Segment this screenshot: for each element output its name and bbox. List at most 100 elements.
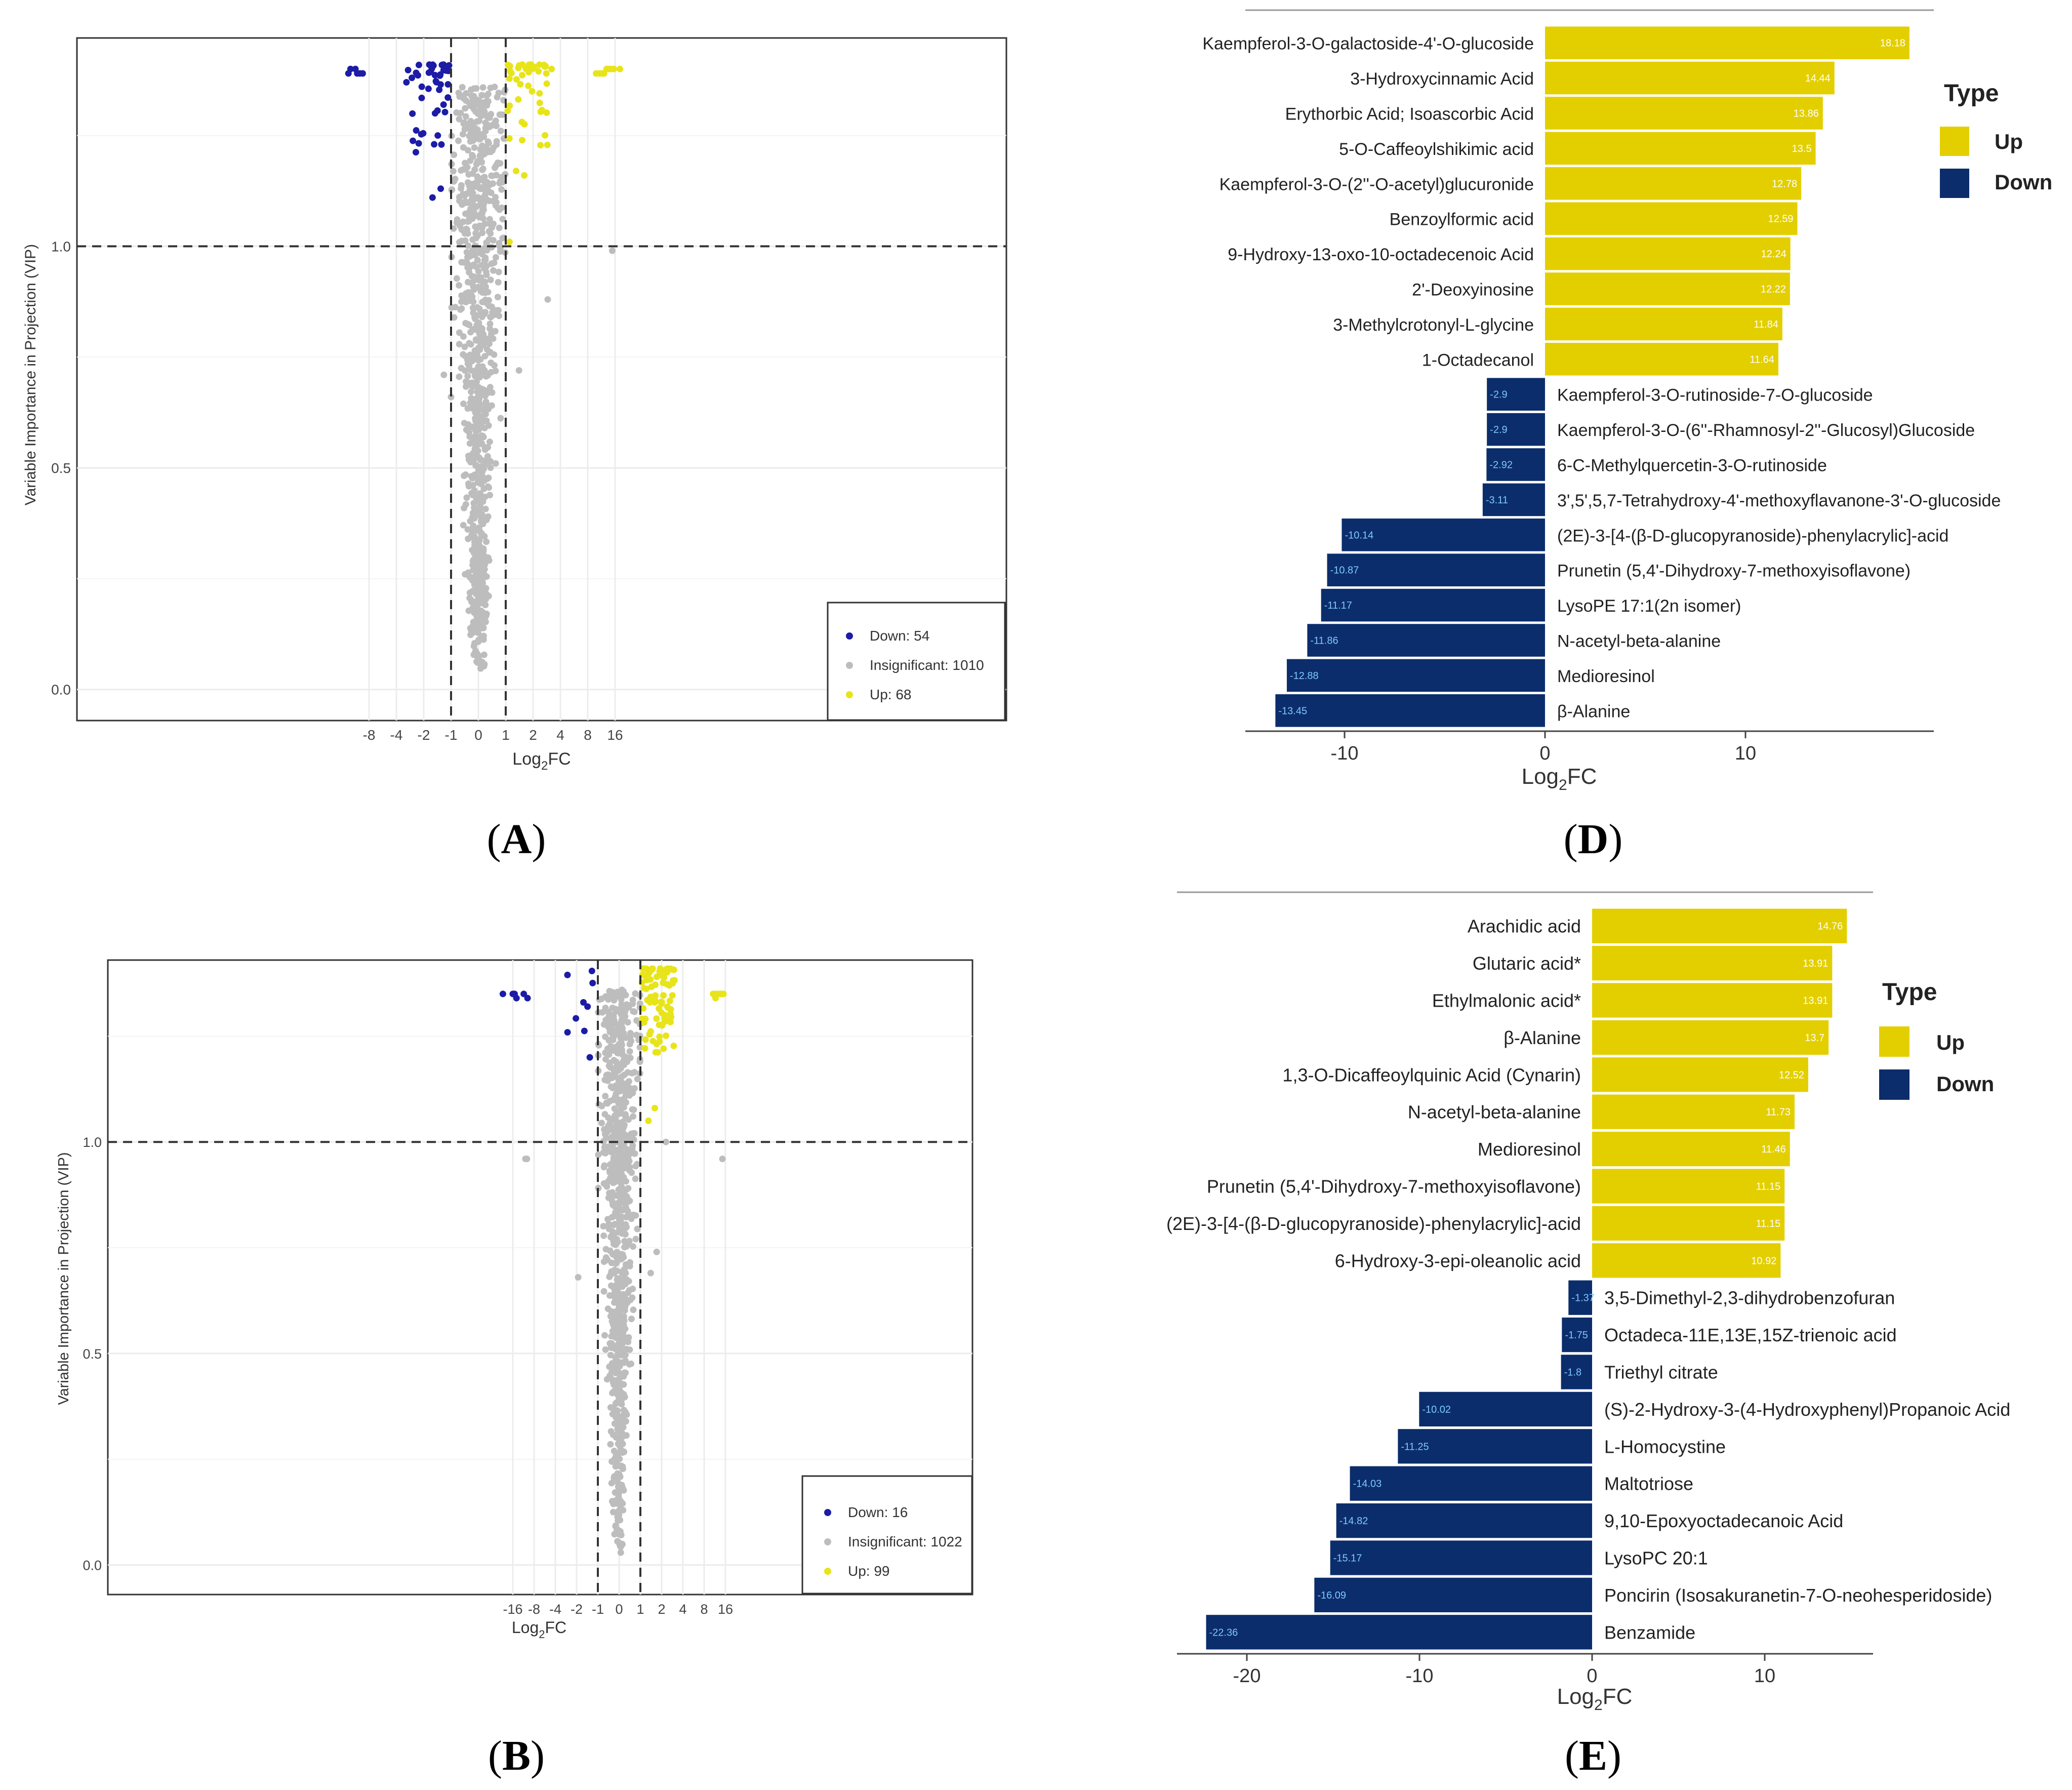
legend-swatch-up <box>1940 127 1969 156</box>
insignificant-point <box>484 372 491 379</box>
x-tick-label: -8 <box>363 727 376 743</box>
bar-value-label: 11.64 <box>1750 354 1774 365</box>
y-tick-label: 0.5 <box>51 460 71 476</box>
x-tick-label: -4 <box>549 1602 561 1617</box>
bar-value-label: -10.14 <box>1345 530 1373 541</box>
x-tick-labels: -8 -4 -2 -1 0 1 2 4 8 16 <box>363 727 623 743</box>
down-point <box>513 995 520 1002</box>
insignificant-point <box>606 1340 614 1347</box>
up-point <box>660 979 667 986</box>
insignificant-point <box>477 213 484 220</box>
insignificant-point <box>471 273 478 281</box>
down-point <box>445 62 453 69</box>
insignificant-point <box>474 582 481 589</box>
insignificant-point <box>471 180 478 187</box>
down-point <box>444 94 452 101</box>
insignificant-point <box>496 312 503 320</box>
bar-value-label: -1.75 <box>1565 1330 1588 1341</box>
insignificant-point <box>544 296 551 303</box>
insignificant-point <box>523 1156 531 1163</box>
category-label: Poncirin (Isosakuranetin-7-O-neohesperid… <box>1604 1585 1992 1606</box>
bar-up <box>1545 97 1823 130</box>
insignificant-point <box>603 1183 611 1190</box>
panel-e-bar-chart: 14.76 Arachidic acid 13.91 Glutaric acid* 13… <box>1166 891 2010 1779</box>
insignificant-point <box>448 304 455 311</box>
insignificant-point <box>620 1506 627 1514</box>
insignificant-point <box>497 248 504 255</box>
insignificant-point <box>460 522 467 529</box>
bar-value-label: 11.15 <box>1756 1181 1781 1192</box>
insignificant-point <box>600 1232 607 1239</box>
insignificant-point <box>467 157 474 164</box>
insignificant-point <box>478 325 485 332</box>
insignificant-point <box>469 482 476 489</box>
insignificant-point <box>615 1323 622 1330</box>
insignificant-point <box>462 471 469 478</box>
insignificant-point <box>484 483 492 490</box>
category-label: 3,5-Dimethyl-2,3-dihydrobenzofuran <box>1604 1288 1895 1308</box>
insignificant-point <box>482 256 489 263</box>
insignificant-point <box>611 1202 618 1209</box>
insignificant-point <box>622 1013 629 1020</box>
bar-up <box>1545 167 1802 200</box>
insignificant-point <box>610 1508 617 1516</box>
insignificant-point <box>476 196 483 203</box>
insignificant-point <box>614 1407 621 1414</box>
insignificant-point <box>484 387 491 394</box>
category-label: β-Alanine <box>1504 1027 1581 1048</box>
x-tick-label: -2 <box>571 1602 583 1617</box>
insignificant-point <box>616 1172 623 1179</box>
insignificant-point <box>618 1389 625 1396</box>
insignificant-point <box>619 1196 626 1203</box>
bar-value-label: 13.7 <box>1805 1032 1824 1044</box>
insignificant-point <box>451 151 458 158</box>
insignificant-point <box>602 1254 610 1261</box>
insignificant-point <box>608 1480 615 1487</box>
insignificant-point <box>479 246 486 253</box>
down-point <box>589 979 596 986</box>
bar-value-label: 13.86 <box>1794 108 1819 120</box>
insignificant-point <box>619 1272 626 1280</box>
up-point <box>670 1042 677 1049</box>
insignificant-point <box>459 84 466 91</box>
insignificant-point <box>476 330 483 337</box>
insignificant-point <box>462 352 469 360</box>
insignificant-point <box>628 1316 635 1323</box>
y-tick-label: 0.5 <box>83 1346 102 1362</box>
x-tick-label: 10 <box>1754 1665 1775 1687</box>
x-tick-label: -2 <box>418 727 430 743</box>
down-point <box>441 108 449 115</box>
category-label: 3-Hydroxycinnamic Acid <box>1350 69 1534 89</box>
insignificant-point <box>467 290 474 297</box>
down-point <box>413 69 420 76</box>
insignificant-point <box>625 1210 632 1217</box>
insignificant-point <box>616 1219 623 1226</box>
insignificant-point <box>493 199 500 206</box>
insignificant-point <box>608 247 616 254</box>
up-point <box>649 965 656 972</box>
insignificant-point <box>497 415 504 422</box>
up-point <box>513 76 520 83</box>
bar-value-label: -22.36 <box>1209 1627 1238 1638</box>
insignificant-point <box>479 229 486 236</box>
bar-value-label: 13.91 <box>1803 958 1828 969</box>
bar-value-label: 13.91 <box>1803 996 1828 1007</box>
up-point <box>720 990 727 998</box>
down-point <box>413 149 420 156</box>
panel-d-bar-chart: 18.18 Kaempferol-3-O-galactoside-4'-O-glu… <box>1202 9 2052 863</box>
down-point <box>427 68 434 75</box>
bar-down <box>1307 624 1545 657</box>
insignificant-point <box>471 372 478 379</box>
up-point <box>506 62 513 69</box>
insignificant-point <box>461 504 468 511</box>
insignificant-point <box>476 202 483 209</box>
insignificant-point <box>630 1306 637 1314</box>
bar-up <box>1592 1057 1808 1092</box>
insignificant-point <box>624 1069 631 1076</box>
insignificant-point <box>473 450 480 457</box>
insignificant-point <box>614 1526 621 1533</box>
bar-up <box>1545 202 1798 235</box>
down-point <box>581 1027 588 1035</box>
insignificant-point <box>623 1001 630 1008</box>
insignificant-point <box>632 1236 639 1243</box>
